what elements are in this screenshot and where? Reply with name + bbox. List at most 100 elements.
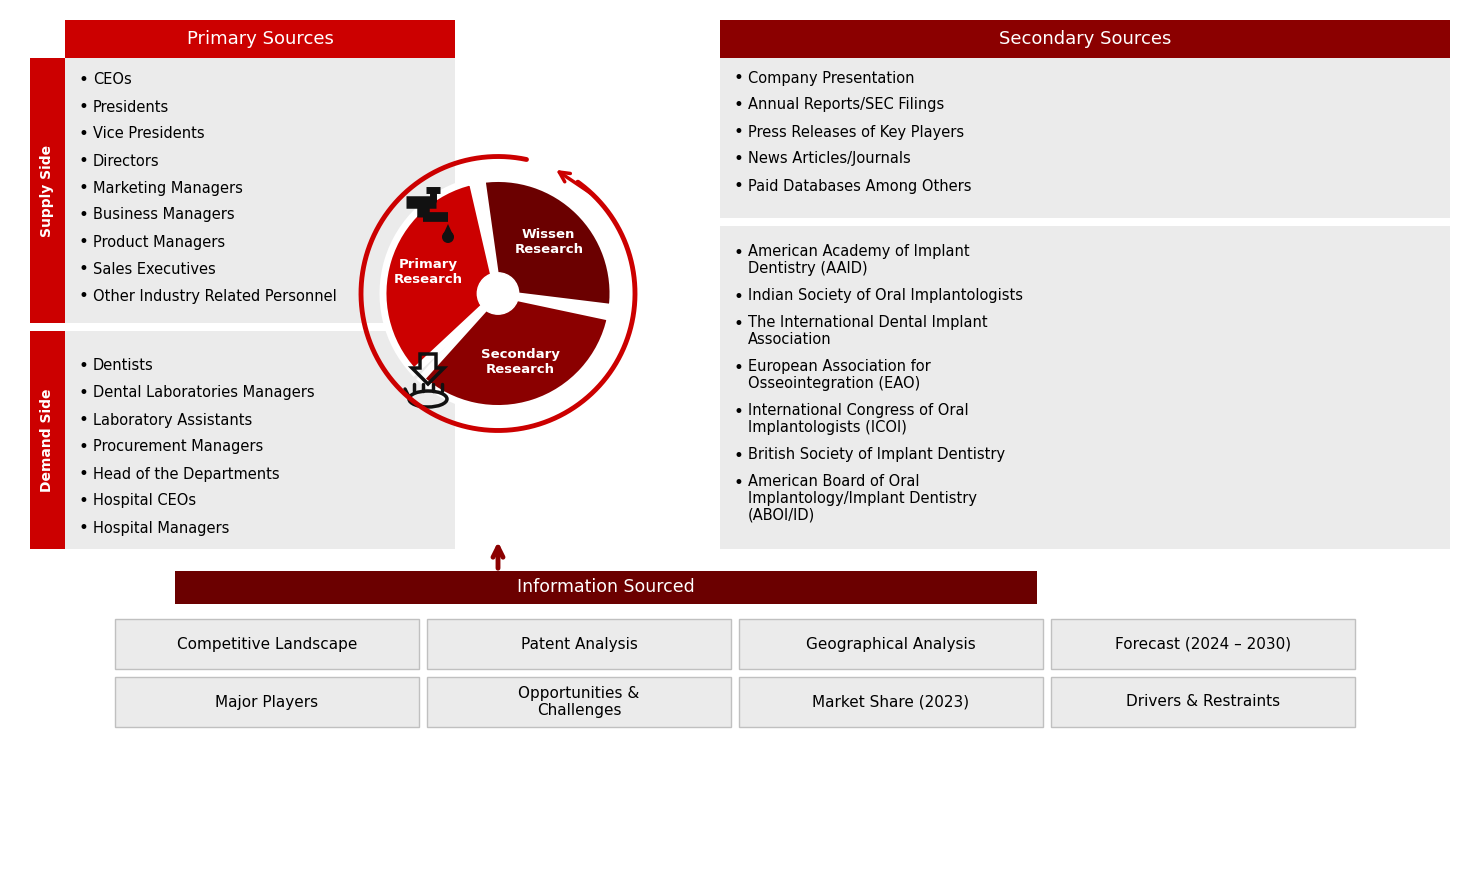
Text: •: • bbox=[79, 125, 88, 143]
Text: Press Releases of Key Players: Press Releases of Key Players bbox=[748, 124, 964, 139]
Text: •: • bbox=[734, 447, 744, 465]
Text: •: • bbox=[79, 438, 88, 456]
Bar bbox=[739, 619, 1044, 669]
Text: •: • bbox=[79, 206, 88, 224]
Text: Primary Sources: Primary Sources bbox=[187, 30, 334, 48]
Text: •: • bbox=[734, 315, 744, 333]
Text: Patent Analysis: Patent Analysis bbox=[520, 637, 638, 652]
Text: •: • bbox=[734, 150, 744, 168]
Text: •: • bbox=[734, 403, 744, 421]
Bar bbox=[29, 58, 65, 323]
Text: Other Industry Related Personnel: Other Industry Related Personnel bbox=[93, 288, 337, 303]
Text: Laboratory Assistants: Laboratory Assistants bbox=[93, 413, 253, 428]
Text: Company Presentation: Company Presentation bbox=[748, 71, 914, 86]
Text: Sales Executives: Sales Executives bbox=[93, 261, 216, 276]
Bar bbox=[1051, 677, 1355, 727]
Bar bbox=[720, 58, 1449, 218]
Circle shape bbox=[478, 273, 519, 314]
Text: •: • bbox=[79, 465, 88, 483]
Text: Secondary Sources: Secondary Sources bbox=[998, 30, 1172, 48]
Text: •: • bbox=[79, 357, 88, 375]
Text: The International Dental Implant: The International Dental Implant bbox=[748, 315, 988, 330]
Text: •: • bbox=[79, 260, 88, 278]
Bar bbox=[115, 619, 419, 669]
Text: •: • bbox=[734, 123, 744, 141]
Text: •: • bbox=[734, 288, 744, 306]
Text: Secondary
Research: Secondary Research bbox=[481, 348, 560, 377]
Text: •: • bbox=[79, 384, 88, 402]
Text: Osseointegration (EAO): Osseointegration (EAO) bbox=[748, 376, 920, 391]
Text: Forecast (2024 – 2030): Forecast (2024 – 2030) bbox=[1114, 637, 1291, 652]
Text: Hospital CEOs: Hospital CEOs bbox=[93, 494, 196, 509]
Wedge shape bbox=[482, 178, 613, 308]
Text: Dentists: Dentists bbox=[93, 358, 154, 373]
Text: Association: Association bbox=[748, 332, 832, 347]
Text: Geographical Analysis: Geographical Analysis bbox=[806, 637, 976, 652]
Text: Marketing Managers: Marketing Managers bbox=[93, 181, 243, 196]
Text: Drivers & Restraints: Drivers & Restraints bbox=[1126, 694, 1280, 709]
Text: Primary
Research: Primary Research bbox=[394, 258, 463, 287]
Text: •: • bbox=[79, 287, 88, 305]
Text: Implantology/Implant Dentistry: Implantology/Implant Dentistry bbox=[748, 491, 978, 506]
Bar bbox=[426, 619, 731, 669]
Bar bbox=[720, 226, 1449, 549]
Text: Product Managers: Product Managers bbox=[93, 235, 225, 250]
Polygon shape bbox=[442, 224, 454, 237]
Text: •: • bbox=[79, 71, 88, 89]
Text: News Articles/Journals: News Articles/Journals bbox=[748, 152, 911, 167]
Bar bbox=[1051, 619, 1355, 669]
Text: Head of the Departments: Head of the Departments bbox=[93, 467, 279, 482]
Text: Directors: Directors bbox=[93, 153, 160, 168]
Text: Competitive Landscape: Competitive Landscape bbox=[176, 637, 357, 652]
Text: •: • bbox=[734, 359, 744, 377]
Text: Annual Reports/SEC Filings: Annual Reports/SEC Filings bbox=[748, 98, 944, 113]
Circle shape bbox=[442, 231, 454, 243]
Wedge shape bbox=[384, 182, 498, 372]
Text: Vice Presidents: Vice Presidents bbox=[93, 126, 204, 141]
Text: Dentistry (AAID): Dentistry (AAID) bbox=[748, 261, 867, 276]
Bar bbox=[65, 58, 456, 323]
Text: Procurement Managers: Procurement Managers bbox=[93, 439, 263, 454]
Text: •: • bbox=[79, 492, 88, 510]
Text: •: • bbox=[734, 69, 744, 87]
Text: •: • bbox=[734, 96, 744, 114]
Bar bbox=[115, 677, 419, 727]
Text: CEOs: CEOs bbox=[93, 72, 132, 87]
Text: Wissen
Research: Wissen Research bbox=[514, 228, 584, 256]
Text: •: • bbox=[79, 98, 88, 116]
Text: European Association for: European Association for bbox=[748, 359, 931, 374]
Text: •: • bbox=[734, 244, 744, 262]
Bar bbox=[65, 331, 456, 549]
Text: •: • bbox=[79, 411, 88, 429]
Text: Demand Side: Demand Side bbox=[41, 388, 54, 492]
Text: Market Share (2023): Market Share (2023) bbox=[813, 694, 970, 709]
Text: Hospital Managers: Hospital Managers bbox=[93, 520, 229, 535]
Text: Presidents: Presidents bbox=[93, 100, 169, 115]
Text: Paid Databases Among Others: Paid Databases Among Others bbox=[748, 178, 972, 193]
Text: •: • bbox=[79, 233, 88, 251]
Text: American Board of Oral: American Board of Oral bbox=[748, 474, 920, 489]
Text: Business Managers: Business Managers bbox=[93, 207, 235, 222]
Text: British Society of Implant Dentistry: British Society of Implant Dentistry bbox=[748, 447, 1005, 462]
Text: •: • bbox=[79, 152, 88, 170]
Bar bbox=[739, 677, 1044, 727]
Text: American Academy of Implant: American Academy of Implant bbox=[748, 244, 970, 259]
Text: •: • bbox=[734, 474, 744, 492]
Bar bbox=[29, 331, 65, 549]
Text: Dental Laboratories Managers: Dental Laboratories Managers bbox=[93, 385, 315, 400]
Text: •: • bbox=[79, 179, 88, 197]
Text: Opportunities &
Challenges: Opportunities & Challenges bbox=[519, 686, 639, 718]
Text: Information Sourced: Information Sourced bbox=[517, 579, 695, 596]
Text: •: • bbox=[734, 177, 744, 195]
Text: International Congress of Oral: International Congress of Oral bbox=[748, 403, 969, 418]
Text: Implantologists (ICOI): Implantologists (ICOI) bbox=[748, 420, 907, 435]
Text: Major Players: Major Players bbox=[216, 694, 319, 709]
Text: (ABOI/ID): (ABOI/ID) bbox=[748, 508, 816, 523]
Bar bbox=[426, 677, 731, 727]
Bar bbox=[720, 20, 1449, 58]
Bar bbox=[175, 571, 1036, 604]
Wedge shape bbox=[420, 294, 610, 408]
Text: Supply Side: Supply Side bbox=[41, 145, 54, 236]
Bar bbox=[65, 20, 456, 58]
Text: •: • bbox=[79, 519, 88, 537]
